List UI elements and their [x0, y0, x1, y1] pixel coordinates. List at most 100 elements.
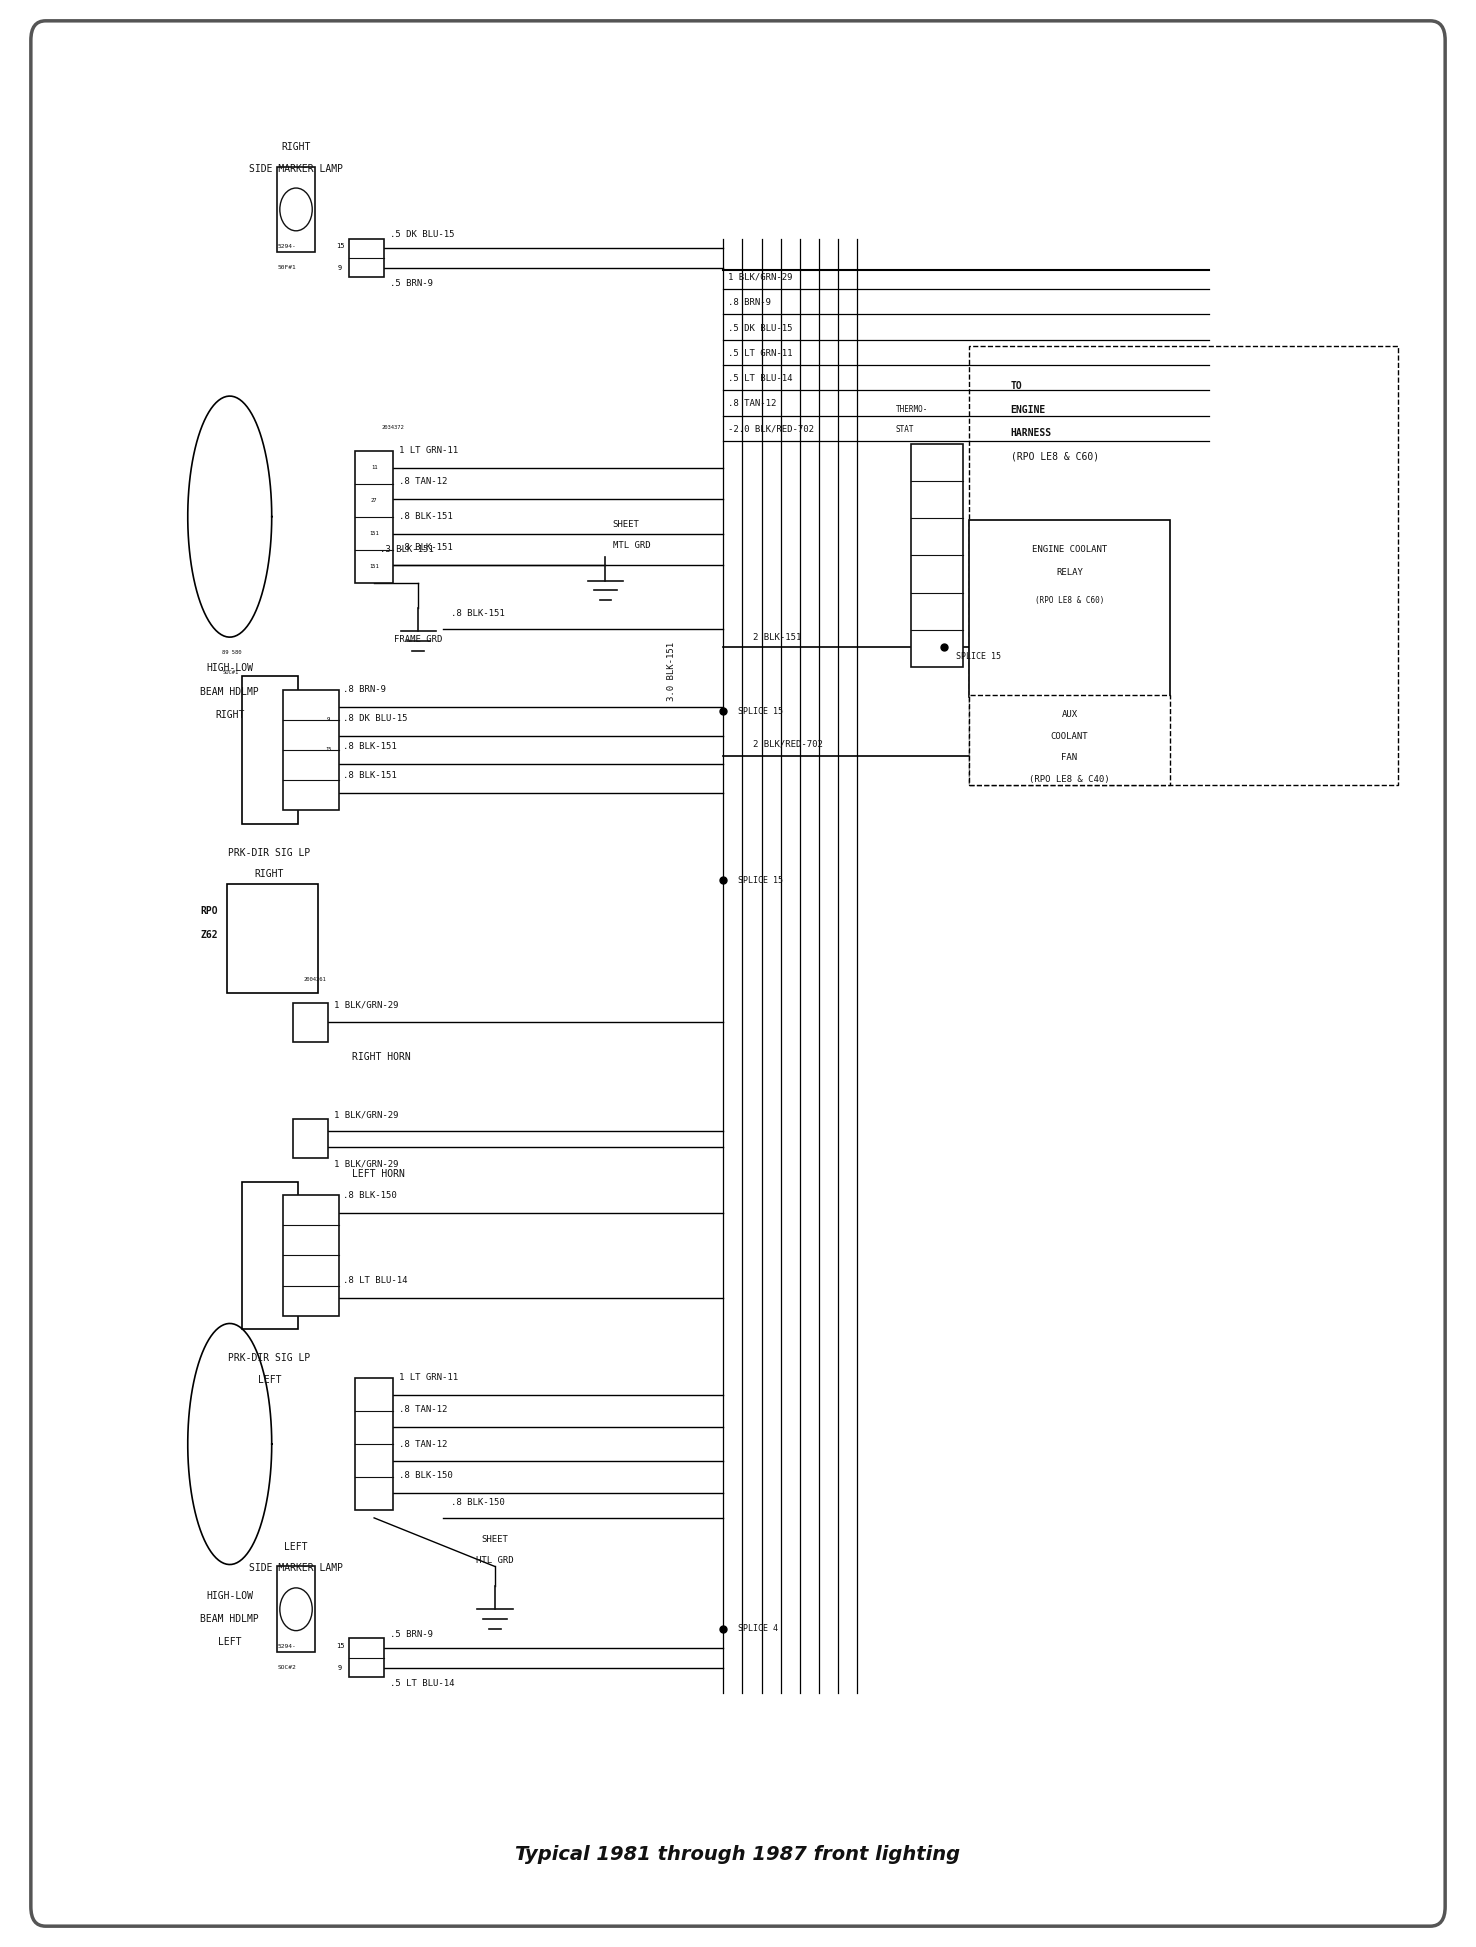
Text: SIDE MARKER LAMP: SIDE MARKER LAMP	[249, 1563, 342, 1573]
Text: RIGHT: RIGHT	[255, 870, 285, 880]
Text: 1 BLK/GRN-29: 1 BLK/GRN-29	[335, 1112, 399, 1120]
Text: .8 BLK-150: .8 BLK-150	[344, 1192, 397, 1199]
Text: 15: 15	[325, 748, 332, 752]
Text: 2 BLK-151: 2 BLK-151	[753, 633, 801, 643]
Text: 151: 151	[369, 565, 379, 569]
Text: Typical 1981 through 1987 front lighting: Typical 1981 through 1987 front lighting	[515, 1844, 961, 1863]
Text: SHEET: SHEET	[481, 1534, 508, 1544]
Text: SIDE MARKER LAMP: SIDE MARKER LAMP	[249, 164, 342, 173]
Bar	[277, 167, 316, 253]
Text: .8 TAN-12: .8 TAN-12	[399, 1404, 447, 1414]
FancyBboxPatch shape	[970, 520, 1169, 697]
Text: 9: 9	[326, 716, 331, 722]
Text: .3 BLK-151: .3 BLK-151	[379, 545, 434, 555]
Text: SHEET: SHEET	[613, 520, 639, 530]
Text: .8 BLK-151: .8 BLK-151	[344, 771, 397, 779]
Bar	[294, 1120, 329, 1158]
Text: SOC#2: SOC#2	[277, 1665, 297, 1671]
Text: .8 TAN-12: .8 TAN-12	[728, 399, 776, 409]
Text: HTL GRD: HTL GRD	[477, 1556, 514, 1565]
Text: .5 LT GRN-11: .5 LT GRN-11	[728, 349, 793, 358]
Text: .5 BRN-9: .5 BRN-9	[390, 1630, 434, 1639]
Text: .8 BLK-151: .8 BLK-151	[450, 609, 505, 619]
Text: TO: TO	[1011, 382, 1023, 391]
Text: 9: 9	[338, 265, 342, 271]
Text: 5294-: 5294-	[277, 1643, 297, 1649]
Text: .8 BLK-150: .8 BLK-150	[450, 1497, 505, 1507]
Text: LEFT HORN: LEFT HORN	[351, 1168, 404, 1178]
Text: .5 DK BLU-15: .5 DK BLU-15	[728, 323, 793, 333]
Text: 89 580: 89 580	[223, 650, 242, 656]
Bar	[277, 1567, 316, 1653]
Text: RELAY: RELAY	[1055, 569, 1083, 578]
Text: 2004261: 2004261	[304, 977, 326, 981]
Text: SOC#1: SOC#1	[223, 670, 239, 676]
Bar	[911, 444, 962, 668]
Text: .8 LT BLU-14: .8 LT BLU-14	[344, 1275, 407, 1285]
FancyBboxPatch shape	[970, 345, 1398, 785]
Text: .5 BRN-9: .5 BRN-9	[390, 278, 434, 288]
Text: HIGH-LOW: HIGH-LOW	[207, 1591, 254, 1600]
Text: PRK-DIR SIG LP: PRK-DIR SIG LP	[229, 1353, 310, 1363]
Text: .8 BLK-151: .8 BLK-151	[344, 742, 397, 750]
Text: 15: 15	[337, 243, 344, 249]
Bar	[283, 689, 339, 810]
Text: ENGINE: ENGINE	[1011, 405, 1046, 415]
Bar	[242, 676, 298, 824]
Text: 5294-: 5294-	[277, 243, 297, 249]
Text: THERMO-: THERMO-	[896, 405, 928, 415]
Text: .8 BLK-150: .8 BLK-150	[399, 1470, 453, 1480]
Text: .8 BLK-151: .8 BLK-151	[399, 512, 453, 522]
Text: -2.0 BLK/RED-702: -2.0 BLK/RED-702	[728, 424, 813, 434]
Bar	[283, 1195, 339, 1316]
Text: 151: 151	[369, 532, 379, 535]
Text: STAT: STAT	[896, 424, 914, 434]
FancyBboxPatch shape	[970, 695, 1169, 785]
Text: .5 LT BLU-14: .5 LT BLU-14	[390, 1678, 455, 1688]
Text: LEFT: LEFT	[285, 1542, 308, 1552]
Circle shape	[280, 189, 313, 232]
Text: 2034372: 2034372	[381, 424, 404, 430]
Text: .8 DK BLU-15: .8 DK BLU-15	[344, 715, 407, 722]
Text: 1 LT GRN-11: 1 LT GRN-11	[399, 446, 458, 456]
Text: LEFT: LEFT	[218, 1637, 242, 1647]
Text: RIGHT: RIGHT	[282, 142, 311, 152]
FancyBboxPatch shape	[227, 884, 319, 993]
Bar	[294, 1003, 329, 1042]
Text: 11: 11	[370, 465, 378, 469]
Text: 2 BLK/RED-702: 2 BLK/RED-702	[753, 740, 822, 748]
Text: SPLICE 15: SPLICE 15	[738, 707, 782, 716]
Text: BEAM HDLMP: BEAM HDLMP	[201, 1614, 260, 1624]
Text: LEFT: LEFT	[258, 1375, 282, 1384]
Text: 1 BLK/GRN-29: 1 BLK/GRN-29	[335, 1160, 399, 1168]
Text: HARNESS: HARNESS	[1011, 428, 1052, 438]
Text: .5 DK BLU-15: .5 DK BLU-15	[390, 230, 455, 239]
Text: .8 BLK-151: .8 BLK-151	[399, 543, 453, 553]
Text: SPLICE 15: SPLICE 15	[956, 652, 1001, 662]
Bar	[348, 239, 384, 278]
Text: ENGINE COOLANT: ENGINE COOLANT	[1032, 545, 1107, 555]
Text: HIGH-LOW: HIGH-LOW	[207, 664, 254, 674]
Text: PRK-DIR SIG LP: PRK-DIR SIG LP	[229, 849, 310, 859]
Text: 9: 9	[338, 1665, 342, 1671]
Text: FAN: FAN	[1061, 753, 1077, 761]
Bar	[354, 1378, 393, 1511]
Text: (RPO LE8 & C60): (RPO LE8 & C60)	[1035, 596, 1104, 606]
Text: Z62: Z62	[201, 929, 218, 940]
Text: (RPO LE8 & C60): (RPO LE8 & C60)	[1011, 452, 1098, 461]
Text: .5 LT BLU-14: .5 LT BLU-14	[728, 374, 793, 384]
Text: 50F#1: 50F#1	[277, 265, 297, 271]
Circle shape	[280, 1589, 313, 1632]
Text: .8 BRN-9: .8 BRN-9	[344, 685, 387, 695]
Text: 1 LT GRN-11: 1 LT GRN-11	[399, 1373, 458, 1382]
Text: FRAME GRD: FRAME GRD	[394, 635, 443, 644]
Text: SPLICE 4: SPLICE 4	[738, 1624, 778, 1634]
Bar	[242, 1182, 298, 1330]
Text: RIGHT HORN: RIGHT HORN	[351, 1051, 410, 1063]
Text: .8 TAN-12: .8 TAN-12	[399, 477, 447, 487]
Text: RPO: RPO	[201, 905, 218, 917]
Text: 1 BLK/GRN-29: 1 BLK/GRN-29	[335, 1001, 399, 1009]
Text: 15: 15	[337, 1643, 344, 1649]
Bar	[348, 1639, 384, 1676]
Text: SPLICE 15: SPLICE 15	[738, 876, 782, 884]
